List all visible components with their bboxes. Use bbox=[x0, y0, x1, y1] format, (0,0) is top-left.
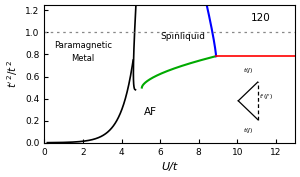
Text: $t(J)$: $t(J)$ bbox=[243, 66, 254, 75]
Y-axis label: $t'^{\,2}/t^{\,2}$: $t'^{\,2}/t^{\,2}$ bbox=[5, 59, 20, 88]
Text: AF: AF bbox=[144, 107, 157, 117]
Text: Spinliquid: Spinliquid bbox=[161, 32, 206, 41]
Text: $t'(J')$: $t'(J')$ bbox=[259, 93, 273, 102]
X-axis label: U/t: U/t bbox=[162, 162, 178, 172]
Text: $t(J)$: $t(J)$ bbox=[243, 126, 254, 135]
Text: Metal: Metal bbox=[71, 54, 94, 63]
Text: 120: 120 bbox=[250, 13, 270, 23]
Text: Paramagnetic: Paramagnetic bbox=[54, 41, 112, 50]
